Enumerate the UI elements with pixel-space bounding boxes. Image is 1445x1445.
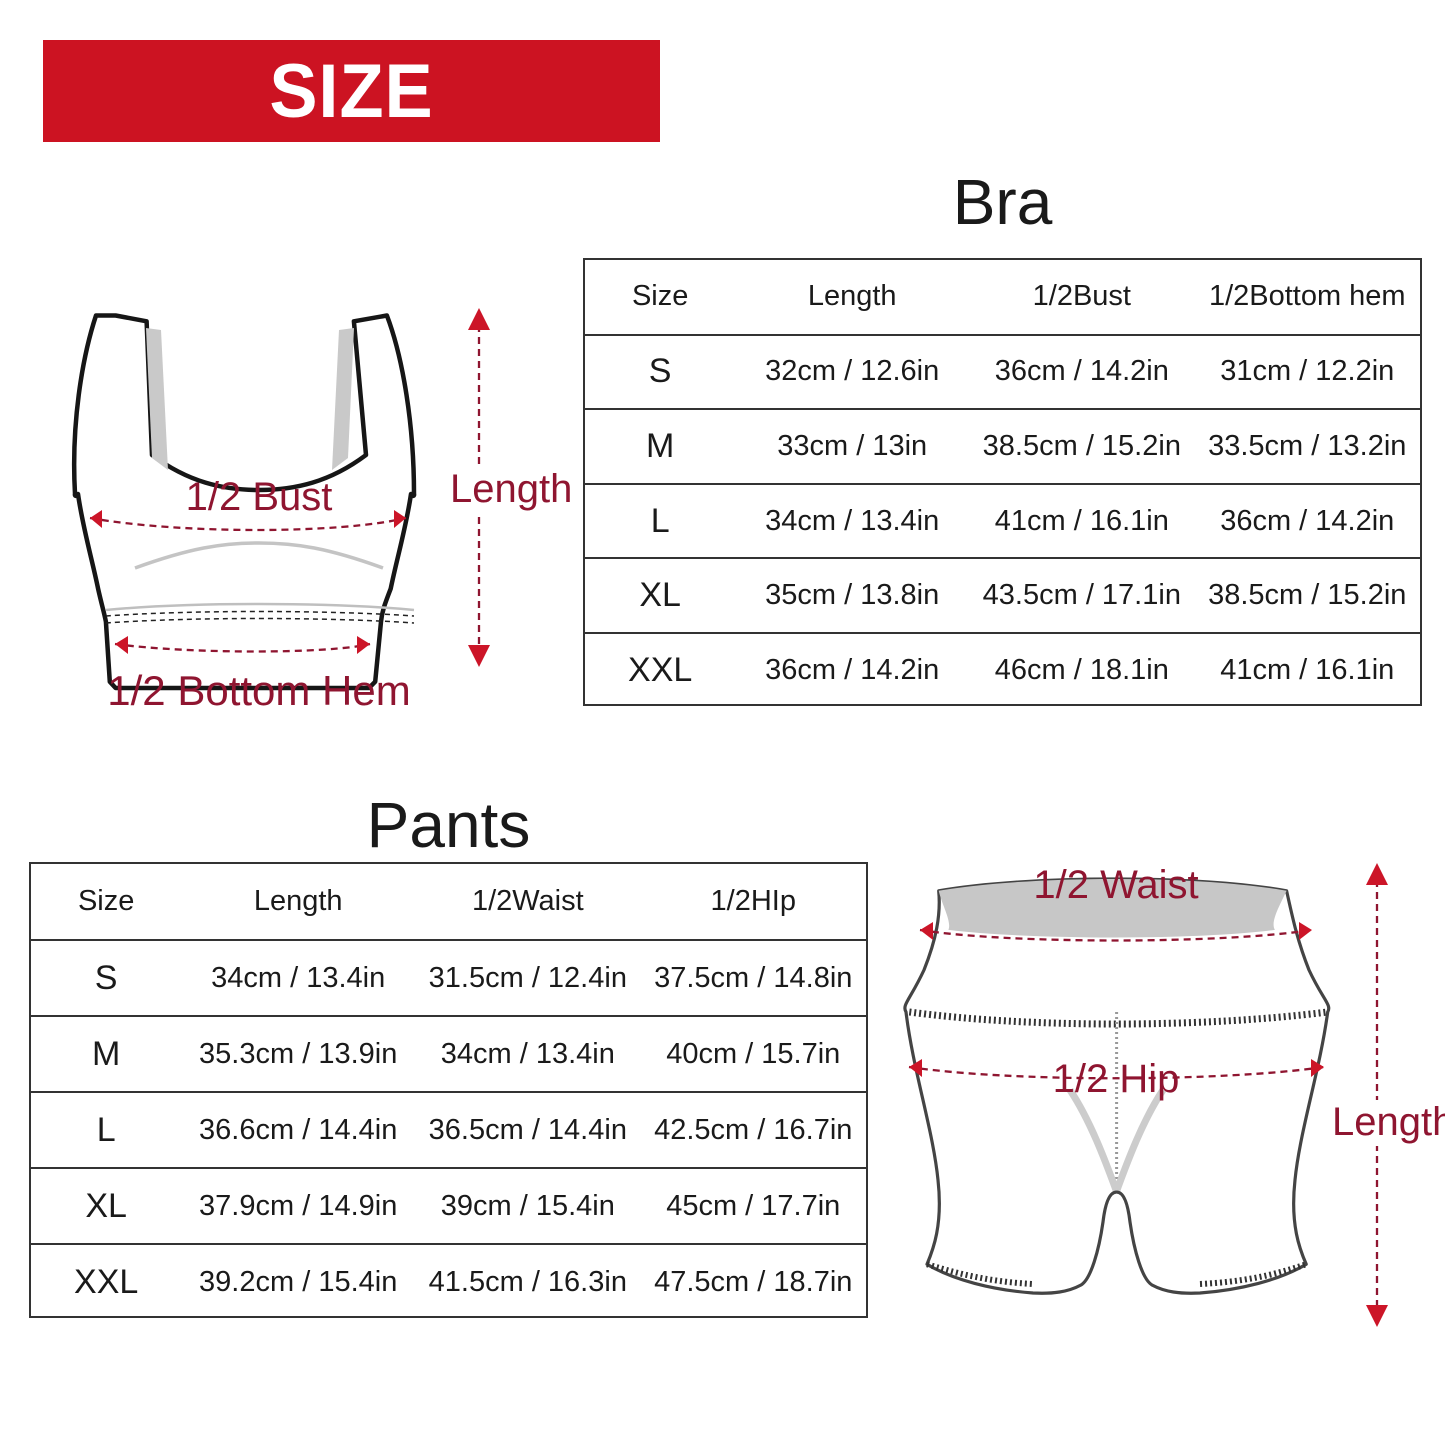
svg-text:1/2 Bust: 1/2 Bust: [186, 475, 333, 519]
svg-text:Length: Length: [1332, 1100, 1445, 1144]
svg-text:1/2 Bottom Hem: 1/2 Bottom Hem: [107, 667, 410, 714]
svg-text:1/2 Waist: 1/2 Waist: [1033, 863, 1198, 907]
svg-text:Length: Length: [450, 467, 572, 511]
